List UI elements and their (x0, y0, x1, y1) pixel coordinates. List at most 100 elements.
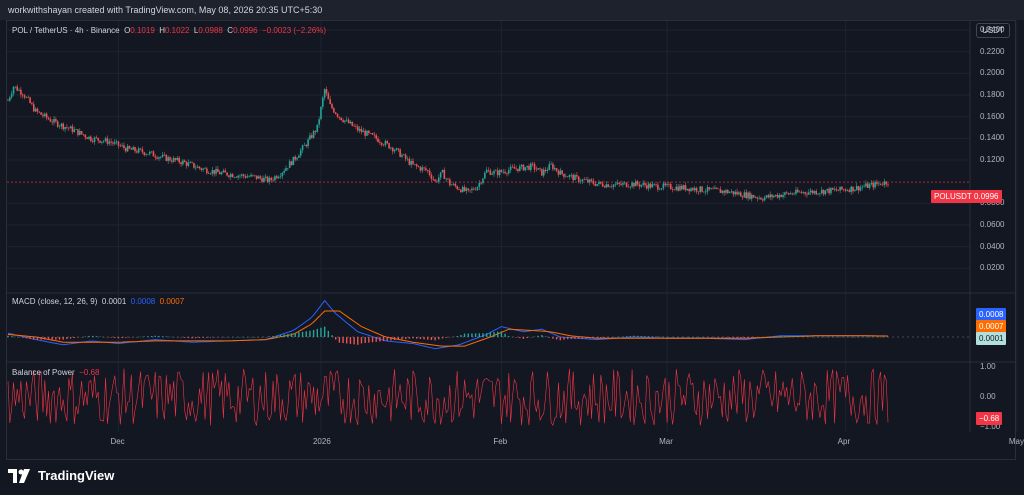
macd-histogram-bar (555, 337, 558, 340)
candle-body (194, 167, 197, 169)
macd-histogram-bar (95, 336, 98, 337)
candle-body (84, 134, 87, 138)
candle-body (211, 170, 214, 174)
candle-body (644, 183, 646, 186)
candle-body (820, 189, 823, 194)
price-tick-label: 0.2200 (980, 46, 1005, 56)
candle-body (485, 169, 488, 173)
candle-body (441, 169, 444, 173)
candle-body (774, 194, 777, 197)
candle-body (185, 162, 188, 166)
candle-body (117, 141, 120, 146)
candle-body (743, 192, 746, 198)
candle-body (338, 116, 341, 118)
macd-histogram-bar (478, 333, 480, 337)
brand-logo[interactable]: TradingView (8, 468, 114, 483)
candle-body (460, 189, 462, 193)
macd-histogram-bar (548, 337, 550, 338)
candle-body (36, 108, 39, 112)
candle-body (623, 182, 626, 184)
candle-body (200, 168, 203, 170)
macd-histogram-bar (651, 336, 654, 337)
macd-histogram-bar (371, 337, 374, 343)
candle-body (388, 143, 390, 149)
candle-body (506, 173, 508, 174)
candle-body (541, 168, 543, 176)
candle-body (425, 168, 427, 171)
chart-frame[interactable] (6, 20, 1016, 460)
time-tick-label: Feb (493, 437, 508, 446)
candle-body (690, 188, 692, 192)
candle-body (450, 184, 453, 186)
candle-body (647, 183, 650, 189)
candle-body (78, 130, 81, 135)
chart-canvas[interactable] (0, 0, 1024, 460)
candlestick-series (7, 84, 889, 203)
candle-body (421, 167, 424, 171)
low-label: L (193, 26, 199, 35)
bop-title: Balance of Power (12, 368, 75, 377)
candle-body (263, 177, 265, 182)
price-tick-label: 0.0200 (980, 263, 1005, 273)
macd-histogram-bar (633, 335, 635, 337)
candle-body (727, 190, 729, 193)
candle-body (833, 189, 836, 190)
candle-body (281, 172, 284, 177)
candle-body (257, 176, 260, 179)
candle-body (399, 149, 401, 157)
macd-histogram-bar (522, 337, 525, 339)
macd-histogram-bar (357, 337, 359, 345)
candle-body (93, 137, 96, 142)
macd-histogram-bar (544, 336, 547, 337)
candle-body (312, 130, 315, 138)
macd-histogram-bar (161, 336, 164, 337)
bop-pane (7, 368, 889, 427)
candle-body (542, 169, 545, 176)
candle-body (242, 174, 245, 177)
candle-body (692, 188, 694, 191)
macd-histogram-bar (600, 337, 602, 339)
macd-histogram-bar (537, 335, 539, 337)
candle-body (577, 176, 580, 182)
candle-body (767, 195, 770, 198)
macd-histogram-bar (187, 337, 190, 339)
candle-body (576, 175, 578, 177)
candle-body (434, 179, 436, 181)
candle-body (104, 138, 107, 142)
candle-body (309, 135, 311, 140)
candle-body (53, 119, 55, 123)
candle-body (204, 168, 206, 170)
macd-histogram-bar (526, 337, 528, 339)
candle-body (651, 184, 654, 188)
candle-body (787, 193, 790, 195)
candle-body (154, 156, 157, 158)
candle-body (125, 148, 127, 152)
candle-body (277, 176, 280, 179)
candle-body (844, 189, 847, 191)
high-value: 0.1022 (165, 26, 190, 35)
candle-body (738, 192, 740, 195)
attribution-text: workwithshayan created with TradingView.… (8, 5, 323, 15)
macd-histogram-bar (77, 337, 79, 338)
bop-tick-label: 0.00 (980, 392, 996, 401)
macd-histogram-bar (360, 337, 363, 344)
candle-body (141, 149, 144, 153)
macd-histogram-bar (349, 337, 352, 344)
currency-button[interactable]: USDT (976, 23, 1010, 38)
candle-body (491, 173, 493, 175)
macd-histogram-bar (519, 337, 521, 339)
candle-body (58, 126, 61, 127)
macd-histogram-bar (312, 329, 315, 337)
close-label: C (227, 26, 234, 35)
candle-body (86, 137, 88, 139)
candle-body (517, 168, 519, 171)
macd-histogram-bar (22, 337, 24, 338)
macd-histogram-bar (585, 337, 587, 339)
macd-histogram-bar (751, 337, 753, 338)
candle-body (677, 186, 679, 191)
macd-histogram-bar (541, 335, 543, 337)
candle-body (480, 182, 482, 184)
candle-body (80, 130, 83, 135)
candle-body (717, 188, 720, 190)
candle-body (428, 170, 431, 175)
